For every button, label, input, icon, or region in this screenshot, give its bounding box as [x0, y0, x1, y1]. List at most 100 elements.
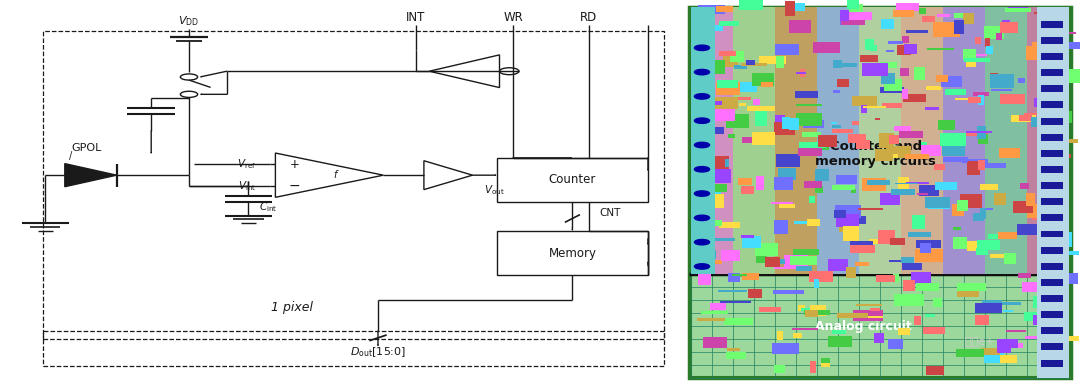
Bar: [774, 44, 799, 55]
Bar: [1041, 327, 1063, 334]
Bar: [698, 318, 725, 321]
Bar: [861, 55, 878, 62]
Bar: [997, 339, 1017, 348]
Bar: [788, 119, 799, 130]
Bar: [1003, 310, 1013, 312]
Bar: [832, 330, 847, 334]
Bar: [703, 337, 727, 348]
Bar: [698, 273, 711, 285]
Bar: [847, 0, 859, 9]
Text: RD: RD: [580, 11, 597, 24]
Bar: [746, 60, 755, 65]
Bar: [940, 133, 967, 146]
Bar: [796, 266, 812, 271]
Bar: [956, 349, 984, 357]
Bar: [497, 158, 648, 202]
Bar: [889, 135, 900, 144]
Bar: [916, 240, 942, 248]
Bar: [875, 149, 893, 161]
Text: GPOL: GPOL: [71, 143, 102, 153]
Bar: [697, 104, 707, 110]
Bar: [945, 89, 966, 95]
Bar: [1027, 54, 1043, 60]
Bar: [894, 294, 923, 306]
Circle shape: [694, 142, 710, 148]
Bar: [821, 363, 829, 367]
Bar: [821, 358, 829, 367]
Bar: [805, 310, 829, 315]
Bar: [924, 313, 935, 316]
Text: 光电e+: 光电e+: [958, 337, 994, 347]
Bar: [43, 331, 664, 366]
Bar: [1044, 320, 1051, 325]
Bar: [1017, 273, 1030, 278]
Bar: [840, 17, 865, 25]
Bar: [881, 103, 902, 108]
Bar: [926, 107, 940, 110]
Bar: [880, 192, 901, 205]
Bar: [1024, 312, 1037, 321]
Bar: [897, 328, 909, 335]
Bar: [905, 154, 929, 159]
Bar: [889, 260, 913, 262]
Bar: [789, 20, 811, 33]
Bar: [921, 145, 941, 156]
Bar: [848, 228, 859, 235]
Bar: [849, 4, 863, 17]
Bar: [1040, 251, 1059, 266]
Bar: [752, 73, 774, 87]
Bar: [901, 7, 943, 274]
Bar: [877, 65, 888, 72]
Bar: [742, 273, 758, 280]
Bar: [809, 196, 815, 203]
Bar: [869, 308, 880, 311]
Bar: [716, 82, 740, 94]
Text: $D_{\rm out}$[15:0]: $D_{\rm out}$[15:0]: [350, 345, 406, 359]
Bar: [802, 132, 821, 137]
Bar: [716, 6, 732, 12]
Bar: [1038, 154, 1058, 156]
Bar: [1001, 302, 1021, 305]
Bar: [973, 92, 988, 96]
Bar: [967, 131, 991, 133]
Bar: [756, 176, 764, 189]
Bar: [954, 227, 961, 229]
Bar: [1041, 182, 1063, 189]
Bar: [828, 259, 848, 271]
Bar: [1013, 201, 1034, 213]
Bar: [727, 102, 732, 109]
Bar: [998, 232, 1016, 239]
Circle shape: [694, 118, 710, 123]
Bar: [1041, 21, 1063, 28]
Bar: [981, 348, 1000, 355]
Bar: [1035, 98, 1061, 107]
Bar: [706, 58, 714, 64]
Bar: [837, 313, 868, 318]
Bar: [689, 7, 1071, 378]
Bar: [848, 134, 866, 143]
Bar: [1041, 360, 1063, 367]
Bar: [963, 13, 974, 24]
Bar: [833, 129, 853, 132]
Polygon shape: [65, 164, 117, 187]
Bar: [891, 189, 915, 194]
Bar: [718, 21, 739, 27]
Bar: [997, 341, 1011, 353]
Bar: [903, 94, 926, 102]
Bar: [728, 273, 740, 281]
Bar: [715, 101, 723, 105]
Circle shape: [694, 167, 710, 172]
Bar: [1004, 8, 1031, 12]
Bar: [813, 42, 839, 53]
Bar: [953, 204, 964, 216]
Bar: [733, 82, 757, 92]
Bar: [798, 148, 822, 156]
Bar: [984, 26, 1004, 38]
Bar: [805, 310, 818, 317]
Bar: [888, 339, 904, 349]
Bar: [741, 186, 755, 194]
Bar: [839, 226, 859, 233]
Bar: [1065, 154, 1071, 158]
Bar: [900, 131, 923, 138]
Bar: [713, 238, 734, 241]
